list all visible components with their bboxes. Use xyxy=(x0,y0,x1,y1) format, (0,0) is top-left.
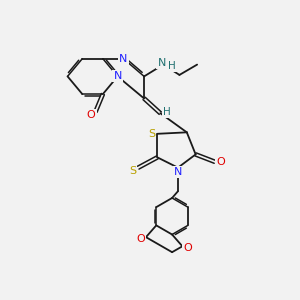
Text: O: O xyxy=(216,157,225,167)
Text: N: N xyxy=(158,58,166,68)
Text: O: O xyxy=(87,110,95,120)
Text: S: S xyxy=(148,129,155,139)
Text: H: H xyxy=(163,107,171,117)
Text: N: N xyxy=(174,167,182,177)
Text: S: S xyxy=(129,166,136,176)
Text: N: N xyxy=(119,54,128,64)
Text: N: N xyxy=(113,71,122,81)
Text: H: H xyxy=(168,61,176,71)
Text: O: O xyxy=(136,234,145,244)
Text: O: O xyxy=(183,243,192,253)
